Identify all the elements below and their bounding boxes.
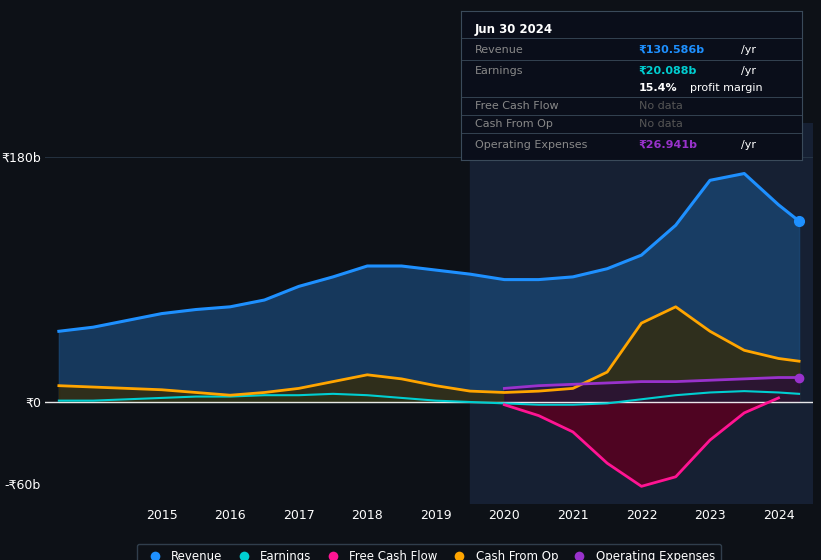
Text: /yr: /yr (741, 66, 756, 76)
Text: Free Cash Flow: Free Cash Flow (475, 101, 558, 111)
Text: ₹20.088b: ₹20.088b (639, 66, 697, 76)
Legend: Revenue, Earnings, Free Cash Flow, Cash From Op, Operating Expenses: Revenue, Earnings, Free Cash Flow, Cash … (137, 544, 721, 560)
Text: ₹26.941b: ₹26.941b (639, 140, 698, 150)
Text: No data: No data (639, 119, 682, 129)
Text: Earnings: Earnings (475, 66, 524, 76)
Text: ₹130.586b: ₹130.586b (639, 45, 704, 55)
Text: Operating Expenses: Operating Expenses (475, 140, 587, 150)
Text: Jun 30 2024: Jun 30 2024 (475, 22, 553, 35)
Text: No data: No data (639, 101, 682, 111)
Text: /yr: /yr (741, 45, 756, 55)
Bar (470, 123, 813, 504)
Text: profit margin: profit margin (690, 83, 763, 94)
Text: Cash From Op: Cash From Op (475, 119, 553, 129)
Text: /yr: /yr (741, 140, 756, 150)
Text: 15.4%: 15.4% (639, 83, 677, 94)
Text: Revenue: Revenue (475, 45, 524, 55)
